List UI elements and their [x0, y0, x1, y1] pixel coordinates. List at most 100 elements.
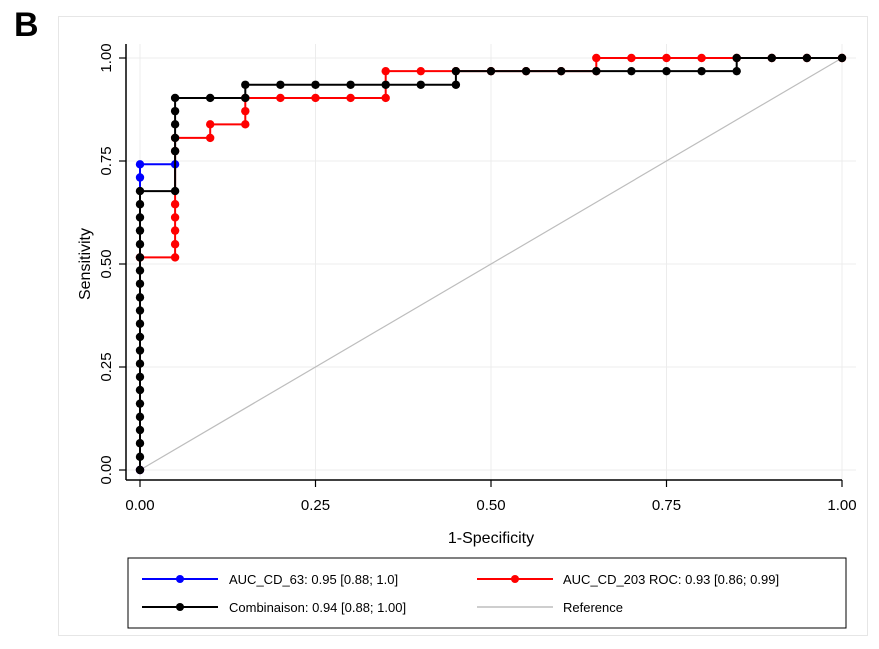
data-point — [486, 66, 496, 76]
y-tick-label: 1.00 — [98, 43, 115, 72]
y-axis-title: Sensitivity — [77, 228, 94, 300]
data-point — [346, 80, 355, 89]
series-layer — [135, 53, 847, 475]
data-point — [451, 80, 461, 89]
data-point — [732, 66, 741, 76]
data-point — [451, 66, 461, 76]
data-point — [135, 465, 145, 475]
legend-item-reference: Reference — [477, 600, 623, 615]
data-point — [135, 425, 145, 435]
data-point — [697, 53, 706, 63]
data-point — [241, 120, 250, 129]
data-point — [170, 213, 180, 222]
data-point — [135, 346, 145, 355]
data-point — [837, 53, 847, 63]
data-point — [135, 173, 145, 182]
data-point — [170, 253, 180, 262]
data-point — [381, 80, 390, 89]
x-tick-label: 0.00 — [125, 497, 154, 514]
data-point — [135, 319, 145, 328]
data-point — [135, 412, 145, 422]
y-tick-label: 0.00 — [98, 455, 115, 484]
data-point — [135, 266, 145, 275]
data-point — [135, 200, 145, 209]
x-tick-label: 1.00 — [827, 497, 856, 514]
data-point — [135, 306, 145, 315]
data-point — [170, 200, 180, 209]
data-point — [135, 293, 145, 302]
legend-label-cd203: AUC_CD_203 ROC: 0.93 [0.86; 0.99] — [563, 572, 779, 587]
y-tick-label: 0.75 — [98, 146, 115, 175]
data-point — [381, 93, 390, 103]
y-tick-label: 0.50 — [98, 249, 115, 278]
data-point — [170, 106, 180, 116]
data-point — [627, 66, 636, 76]
data-point — [135, 385, 145, 395]
data-point — [135, 226, 145, 235]
legend-marker-combinaison — [176, 603, 184, 611]
data-point — [697, 66, 706, 76]
legend-box — [127, 557, 847, 629]
data-point — [135, 213, 145, 222]
chart-frame — [58, 16, 868, 636]
series-line-reference — [139, 57, 843, 471]
data-point — [241, 93, 250, 103]
data-point — [135, 253, 145, 262]
data-point — [276, 80, 285, 89]
data-point — [241, 106, 250, 116]
legend-label-reference: Reference — [563, 600, 623, 615]
data-point — [170, 133, 180, 143]
data-point — [592, 66, 601, 76]
data-point — [170, 186, 180, 196]
data-point — [135, 186, 145, 196]
data-point — [170, 120, 180, 129]
x-tick-label: 0.50 — [476, 497, 505, 514]
legend-label-combinaison: Combinaison: 0.94 [0.88; 1.00] — [229, 600, 406, 615]
legend: AUC_CD_63: 0.95 [0.88; 1.0] AUC_CD_203 R… — [127, 557, 847, 629]
data-point — [170, 93, 180, 103]
legend-item-combinaison: Combinaison: 0.94 [0.88; 1.00] — [142, 600, 406, 615]
data-point — [135, 372, 145, 382]
legend-marker-cd203 — [511, 575, 519, 583]
data-point — [170, 240, 180, 249]
data-point — [416, 80, 425, 89]
panel-label: B — [14, 6, 39, 44]
data-point — [381, 66, 390, 76]
legend-item-cd63: AUC_CD_63: 0.95 [0.88; 1.0] — [142, 572, 398, 587]
x-tick-label: 0.75 — [652, 497, 681, 514]
data-point — [206, 133, 215, 143]
series-combinaison-0-94-0-88-1- — [135, 53, 847, 475]
data-point — [135, 240, 145, 249]
data-point — [135, 452, 145, 462]
data-point — [135, 279, 145, 288]
data-point — [662, 53, 671, 63]
legend-label-cd63: AUC_CD_63: 0.95 [0.88; 1.0] — [229, 572, 398, 587]
x-tick-label: 0.25 — [301, 497, 330, 514]
data-point — [592, 53, 601, 63]
ticks: 0.00 0.25 0.50 0.75 1.00 0.00 0.25 0.50 0.75 1.00 — [98, 43, 857, 514]
x-axis-title: 1-Specificity — [448, 530, 534, 547]
data-point — [206, 120, 215, 129]
data-point — [767, 53, 776, 63]
data-point — [311, 93, 320, 103]
data-point — [276, 93, 285, 103]
data-point — [135, 332, 145, 342]
data-point — [346, 93, 355, 103]
data-point — [135, 439, 145, 448]
y-tick-label: 0.25 — [98, 352, 115, 381]
data-point — [662, 66, 671, 76]
data-point — [557, 66, 566, 76]
data-point — [170, 146, 180, 156]
data-point — [135, 359, 145, 368]
data-point — [311, 80, 320, 89]
data-point — [241, 80, 250, 89]
data-point — [627, 53, 636, 63]
data-point — [732, 53, 741, 63]
legend-marker-cd63 — [176, 575, 184, 583]
data-point — [135, 160, 145, 169]
data-point — [170, 226, 180, 235]
axes — [125, 44, 842, 481]
data-point — [521, 66, 531, 76]
legend-item-cd203: AUC_CD_203 ROC: 0.93 [0.86; 0.99] — [477, 572, 779, 587]
